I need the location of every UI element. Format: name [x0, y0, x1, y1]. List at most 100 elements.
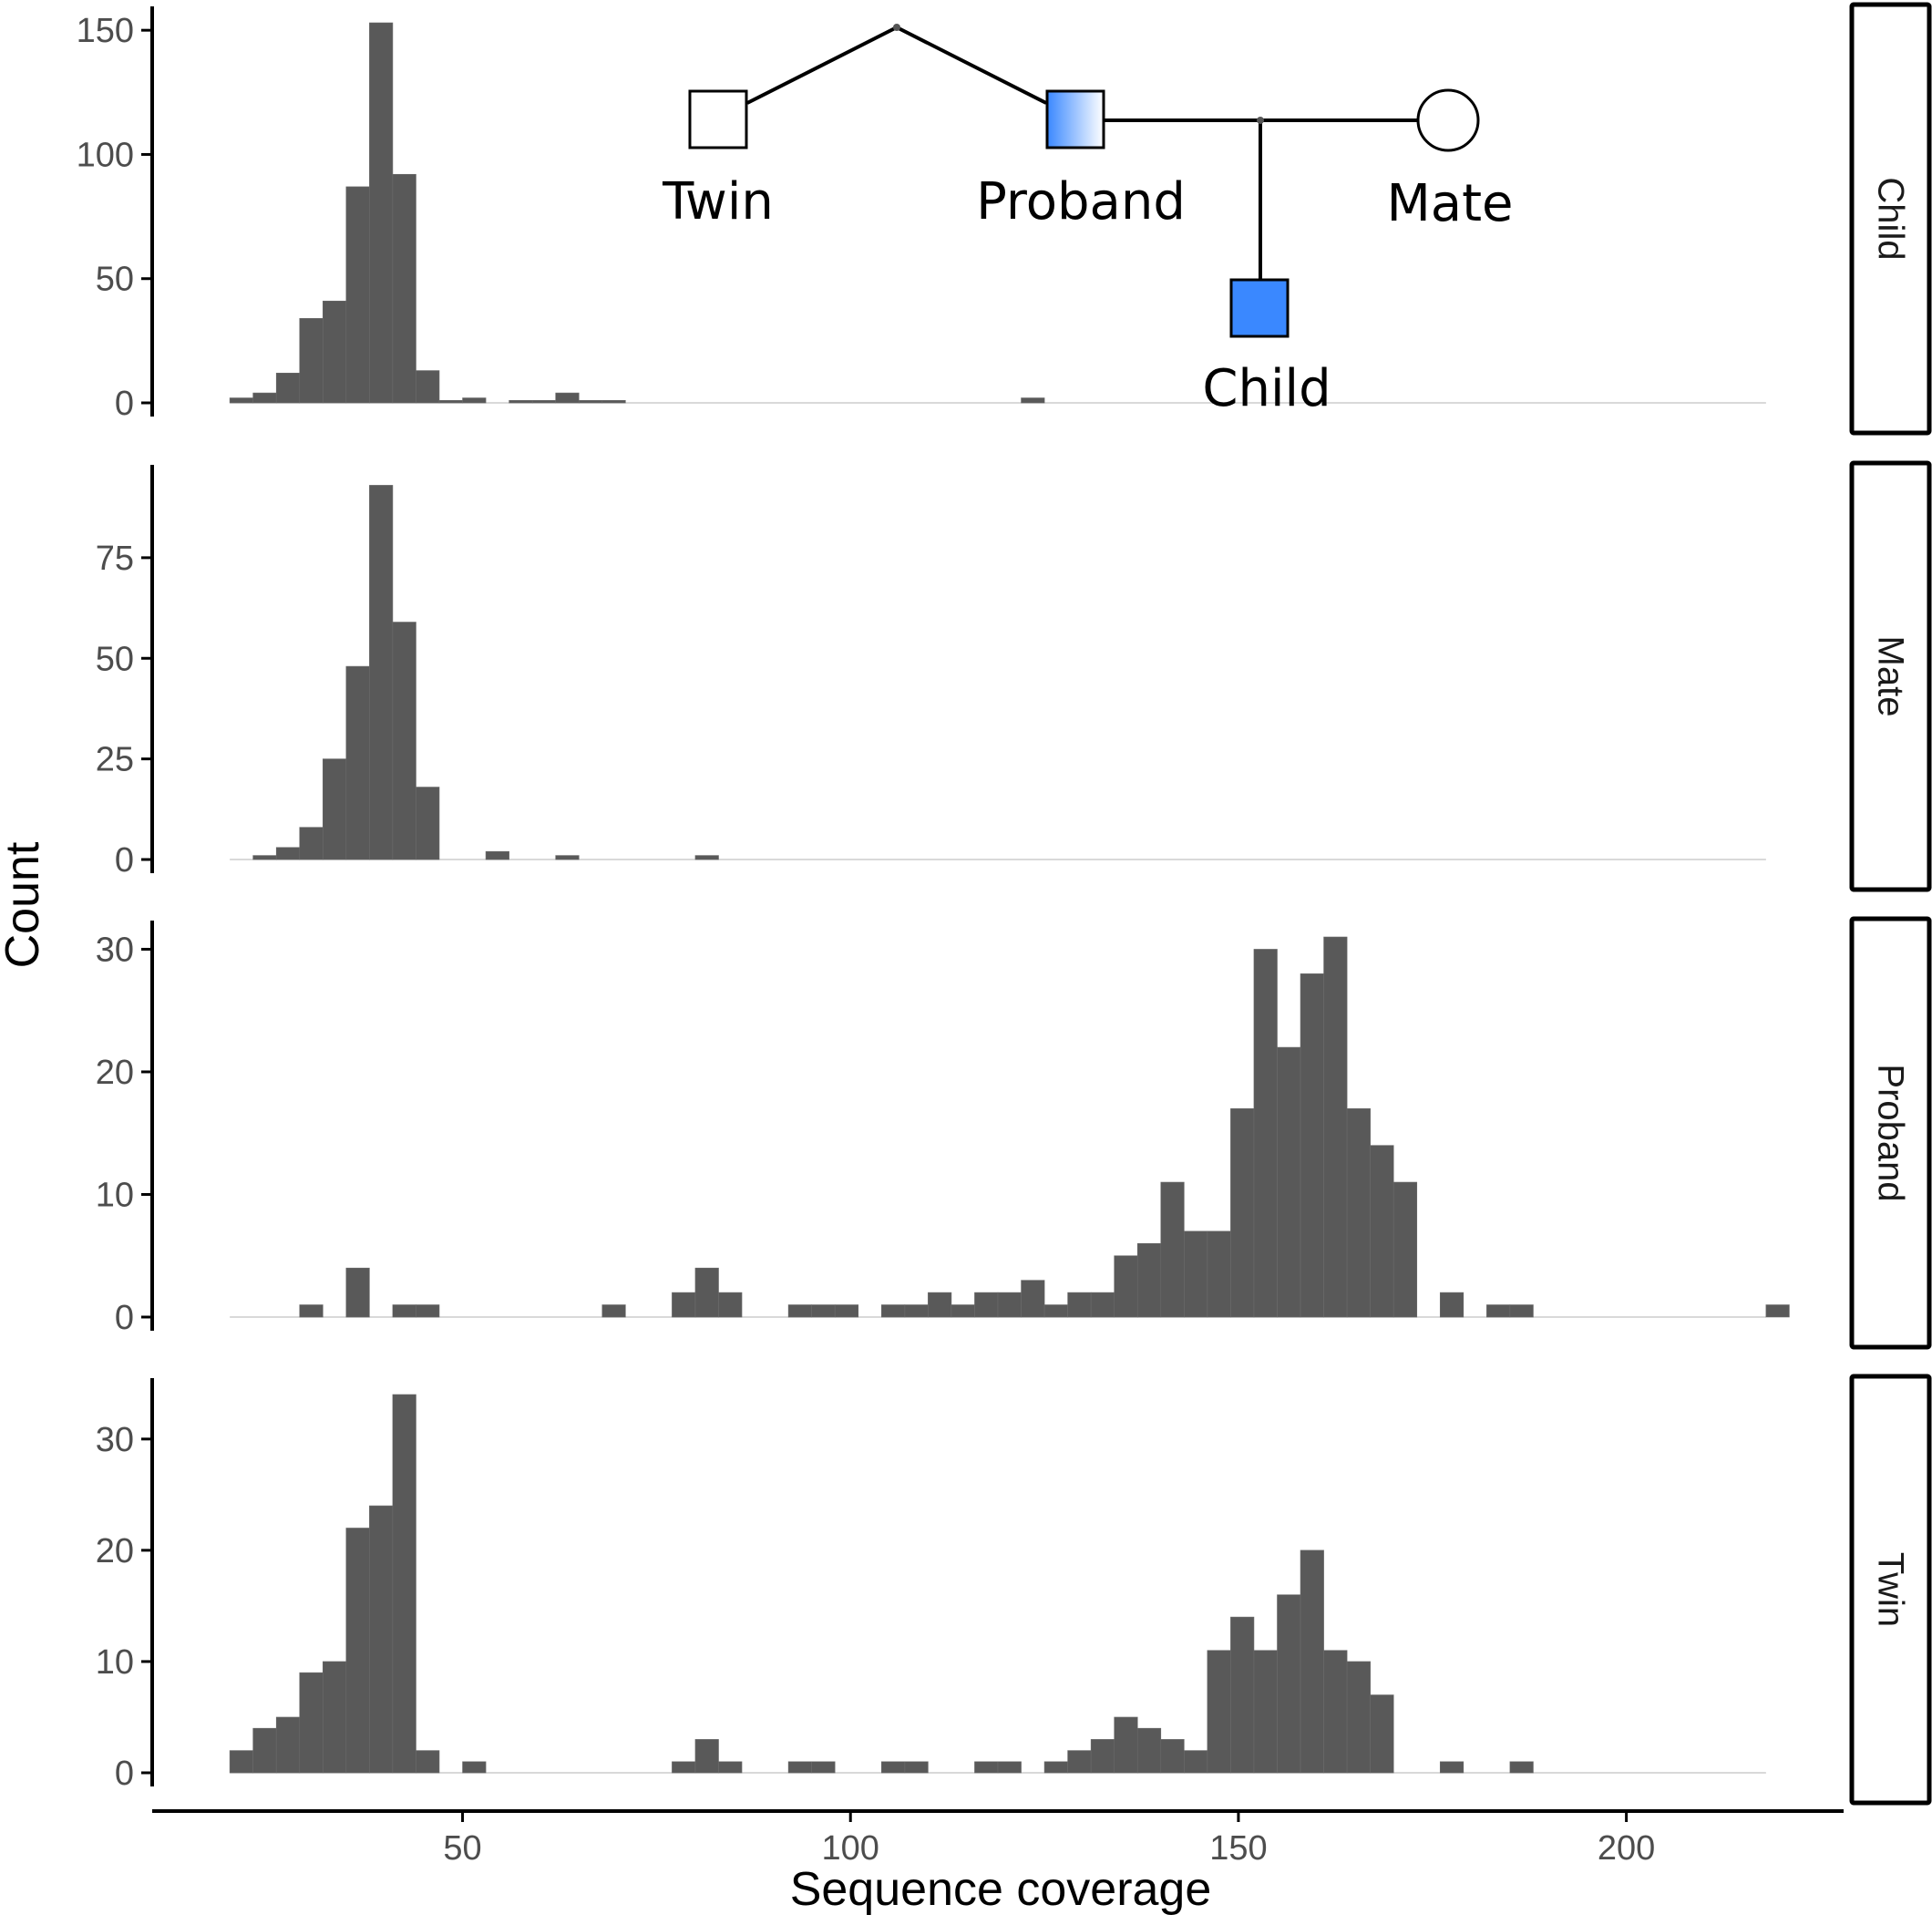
y-tick-label-twin-20: 20: [96, 1532, 134, 1570]
bar-twin-bin-46: [1300, 1549, 1324, 1774]
bar-twin-bin-42: [1207, 1650, 1231, 1774]
y-tick-label-proband-0: 0: [115, 1299, 134, 1337]
bar-child-bin-7: [392, 173, 416, 404]
bar-proband-bin-19: [672, 1292, 696, 1318]
bar-mate-bin-20: [694, 855, 719, 860]
bar-child-bin-16: [601, 399, 626, 404]
x-axis-title: Sequence coverage: [790, 1863, 1212, 1916]
y-tick-label-proband-30: 30: [96, 931, 134, 969]
bar-mate-bin-14: [555, 855, 580, 860]
y-tick-label-proband-20: 20: [96, 1054, 134, 1092]
bar-twin-bin-48: [1346, 1661, 1371, 1774]
pedigree-twin-junction: [893, 24, 900, 31]
bar-proband-bin-7: [392, 1304, 416, 1318]
bar-mate-bin-3: [299, 827, 324, 860]
bar-mate-bin-8: [416, 787, 440, 860]
y-tick-label-child-0: 0: [115, 385, 134, 423]
bar-mate-bin-1: [252, 855, 277, 860]
bar-mate-bin-5: [345, 665, 370, 860]
pedigree-proband-square: [1045, 89, 1105, 149]
bar-twin-bin-40: [1160, 1739, 1185, 1774]
y-tick-label-proband-10: 10: [96, 1176, 134, 1214]
pedigree-twin-square: [688, 89, 748, 149]
bar-twin-bin-2: [275, 1716, 301, 1774]
y-axis-title: Count: [0, 841, 49, 968]
bar-proband-bin-44: [1253, 949, 1278, 1318]
bar-proband-bin-48: [1346, 1108, 1371, 1318]
bar-proband-bin-37: [1090, 1292, 1115, 1318]
facet-panel-mate: 0 25 50 75 Mate: [96, 460, 1932, 892]
bar-child-bin-4: [323, 300, 347, 404]
y-tick-label-twin-10: 10: [96, 1643, 134, 1682]
y-tick-label-twin-0: 0: [115, 1755, 134, 1793]
bar-child-bin-3: [299, 318, 324, 404]
bar-twin-bin-1: [252, 1727, 277, 1774]
bar-proband-bin-43: [1230, 1108, 1255, 1318]
bar-proband-bin-42: [1207, 1230, 1231, 1318]
bar-twin-bin-47: [1323, 1650, 1348, 1774]
bar-twin-bin-7: [392, 1394, 416, 1774]
y-tick-label-mate-50: 50: [96, 640, 134, 678]
bar-child-bin-5: [345, 186, 370, 404]
bar-twin-bin-32: [974, 1761, 999, 1774]
bar-proband-bin-25: [811, 1304, 836, 1318]
y-tick-label-child-50: 50: [96, 261, 134, 299]
bar-proband-bin-35: [1043, 1304, 1068, 1318]
bar-proband-bin-28: [880, 1304, 906, 1318]
bar-twin-bin-6: [369, 1505, 394, 1774]
bar-proband-bin-8: [416, 1304, 440, 1318]
pedigree-label-mate: Mate: [1386, 174, 1513, 233]
y-tick-label-mate-75: 75: [96, 540, 134, 578]
bar-proband-bin-34: [1021, 1280, 1045, 1318]
bar-twin-bin-28: [880, 1761, 906, 1774]
x-tick-label-200: 200: [1598, 1829, 1655, 1868]
bar-proband-bin-5: [345, 1267, 370, 1318]
bar-twin-bin-43: [1230, 1616, 1255, 1774]
facet-panel-child: 0 50 100 150 Child: [77, 2, 1932, 436]
bar-mate-bin-6: [369, 485, 394, 860]
bar-child-bin-14: [555, 392, 580, 404]
bar-child-bin-10: [462, 397, 487, 404]
y-tick-label-child-150: 150: [77, 12, 134, 50]
bar-twin-bin-3: [299, 1672, 324, 1774]
x-axis-ticks: 50 100 150 200: [443, 1811, 1655, 1868]
bar-proband-bin-36: [1067, 1292, 1092, 1318]
bar-twin-bin-52: [1439, 1761, 1464, 1774]
bar-twin-bin-37: [1090, 1739, 1115, 1774]
bar-twin-bin-5: [345, 1528, 370, 1774]
bar-proband-bin-66: [1765, 1304, 1790, 1318]
y-tick-label-child-100: 100: [77, 136, 134, 174]
strip-twin: [1849, 1374, 1932, 1806]
bar-twin-bin-49: [1370, 1694, 1394, 1774]
bar-proband-bin-39: [1136, 1242, 1162, 1318]
bar-proband-bin-31: [951, 1304, 975, 1318]
bar-proband-bin-33: [997, 1292, 1022, 1318]
pedigree-label-proband: Proband: [976, 172, 1186, 232]
bar-twin-bin-55: [1509, 1761, 1534, 1774]
strip-label-twin: Twin: [1871, 1552, 1911, 1627]
bar-twin-bin-10: [462, 1761, 487, 1774]
x-axis: 50 100 150 200: [152, 1809, 1844, 1868]
bar-twin-bin-4: [323, 1661, 347, 1774]
bar-child-bin-1: [252, 392, 277, 404]
bar-proband-bin-32: [974, 1292, 999, 1318]
bar-mate-bin-4: [323, 758, 347, 860]
bar-proband-bin-20: [694, 1267, 719, 1318]
bar-proband-bin-30: [928, 1292, 952, 1318]
y-tick-label-twin-30: 30: [96, 1421, 134, 1459]
bar-mate-bin-11: [485, 850, 509, 860]
bar-proband-bin-41: [1184, 1230, 1208, 1318]
x-tick-label-50: 50: [443, 1829, 481, 1868]
bar-child-bin-15: [578, 399, 603, 404]
bar-child-bin-12: [509, 399, 533, 404]
bar-twin-bin-33: [997, 1761, 1022, 1774]
bar-twin-bin-44: [1253, 1650, 1278, 1774]
bar-proband-bin-50: [1392, 1181, 1418, 1318]
strip-label-proband: Proband: [1871, 1064, 1911, 1201]
facet-panel-proband: 0 10 20 30 Proband: [96, 916, 1932, 1350]
facet-panels: 050100150Child0255075Mate0102030Proband0…: [77, 2, 1932, 1806]
pedigree-mating-junction: [1257, 117, 1264, 124]
bar-proband-bin-45: [1277, 1046, 1301, 1318]
pedigree-child-square: [1229, 278, 1290, 338]
